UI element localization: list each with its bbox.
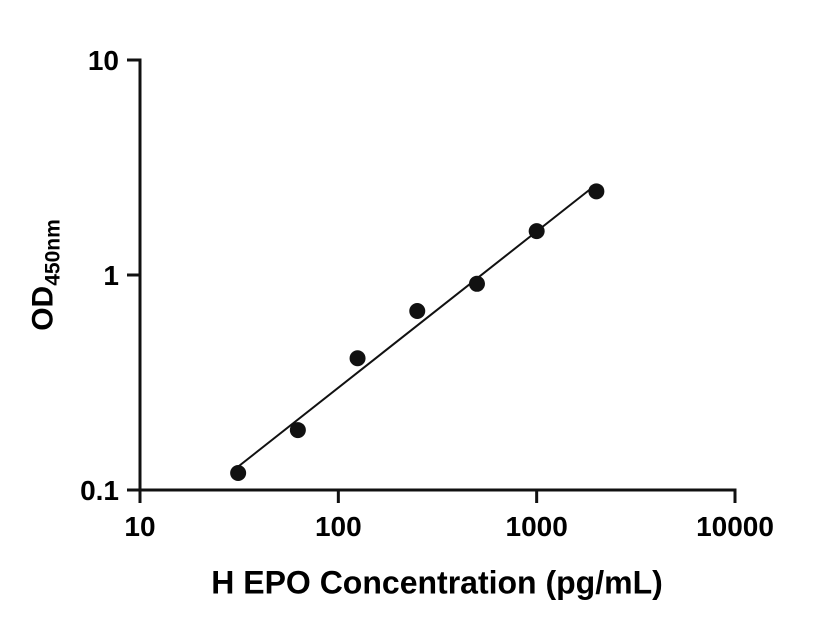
data-point: [528, 223, 545, 240]
data-point: [409, 303, 426, 320]
axis-frame: [138, 58, 737, 492]
data-point: [588, 183, 605, 200]
x-tick-label: 100: [315, 511, 362, 542]
data-point: [349, 350, 366, 367]
x-tick-label: 10: [124, 511, 155, 542]
data-point: [230, 464, 247, 481]
y-axis-title: OD450nm: [27, 219, 66, 331]
data-point: [289, 422, 306, 439]
y-tick-label: 1: [103, 260, 119, 291]
y-tick-label: 10: [88, 45, 119, 76]
x-tick-label: 10000: [696, 511, 774, 542]
data-point: [468, 275, 485, 292]
y-axis-title-subscript: 450nm: [41, 219, 65, 286]
x-tick-label: 1000: [506, 511, 568, 542]
x-axis-title: H EPO Concentration (pg/mL): [211, 564, 663, 601]
y-tick-label: 0.1: [80, 475, 119, 506]
y-axis-title-main: OD: [26, 285, 60, 331]
